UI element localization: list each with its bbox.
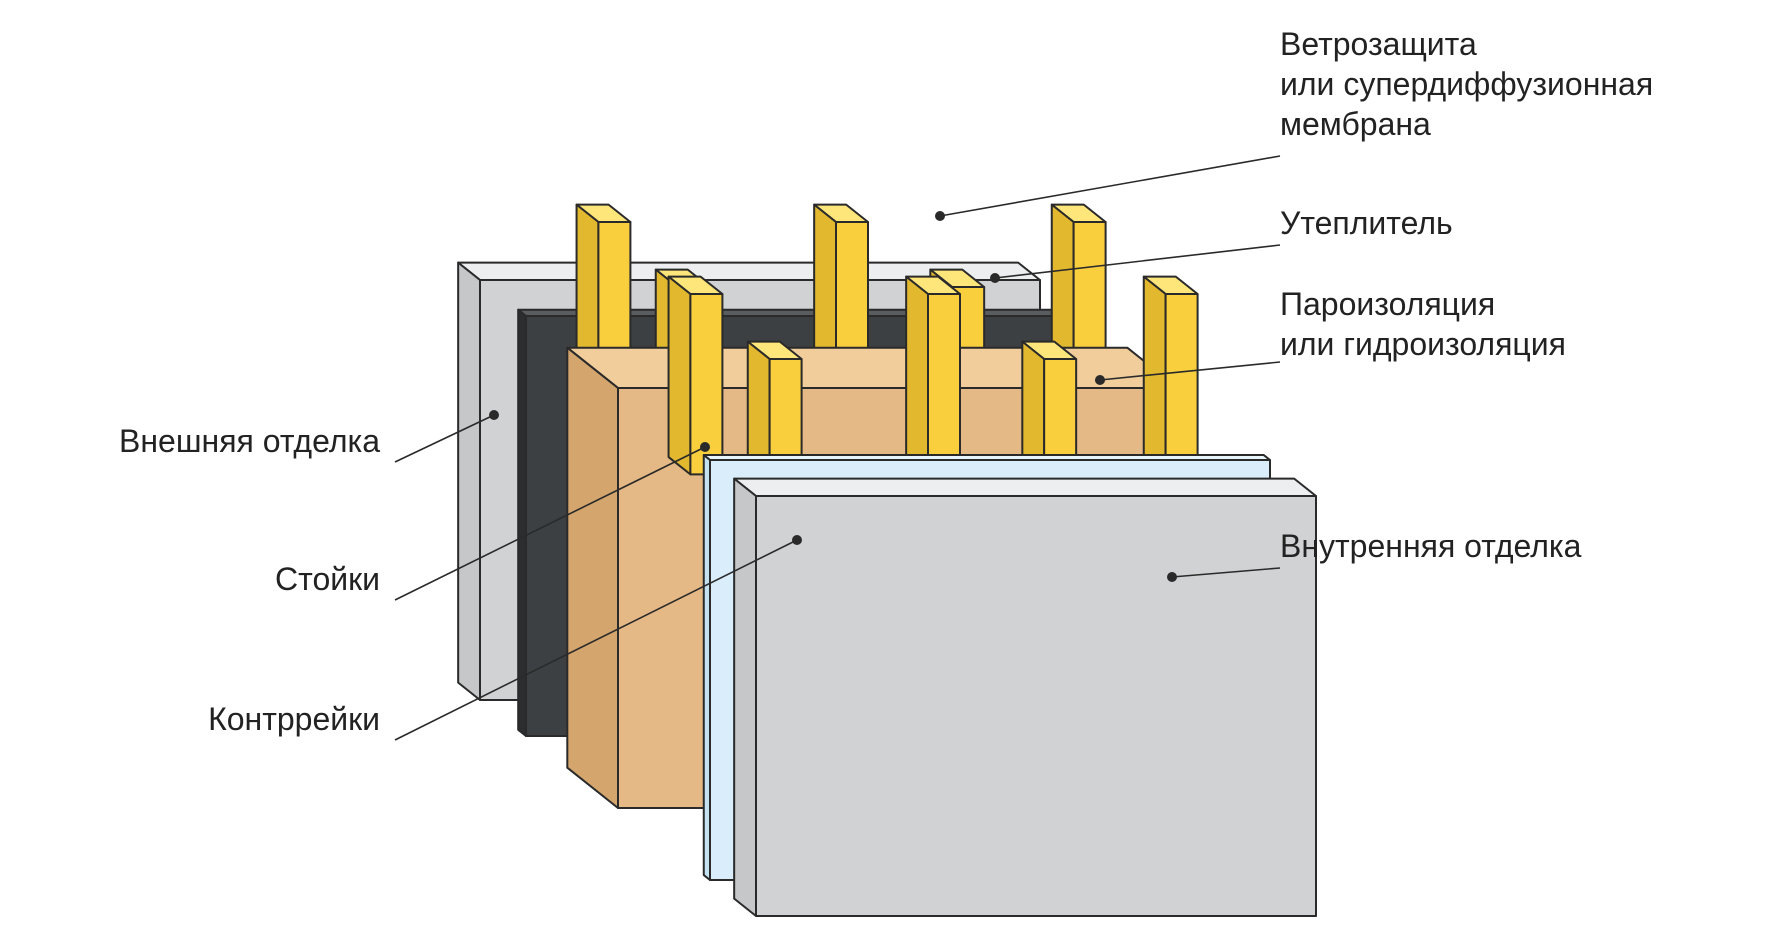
stud <box>906 277 960 475</box>
layer-interior <box>734 479 1316 916</box>
callout-label: Утеплитель <box>1280 205 1453 241</box>
callout-label: Внешняя отделка <box>119 423 380 459</box>
callout-windbarrier: Ветрозащитаили супердиффузионнаямембрана <box>935 26 1653 221</box>
callout-label: Внутренняя отделка <box>1280 528 1582 564</box>
callout-label: Пароизоляцияили гидроизоляция <box>1280 286 1566 362</box>
callout-label: Ветрозащитаили супердиффузионнаямембрана <box>1280 26 1653 142</box>
callout-label: Стойки <box>275 561 380 597</box>
wall-layers-diagram: Ветрозащитаили супердиффузионнаямембрана… <box>0 0 1770 939</box>
callout-exterior_label: Внешняя отделка <box>119 410 499 462</box>
callout-label: Контррейки <box>208 701 380 737</box>
stud <box>669 277 723 475</box>
